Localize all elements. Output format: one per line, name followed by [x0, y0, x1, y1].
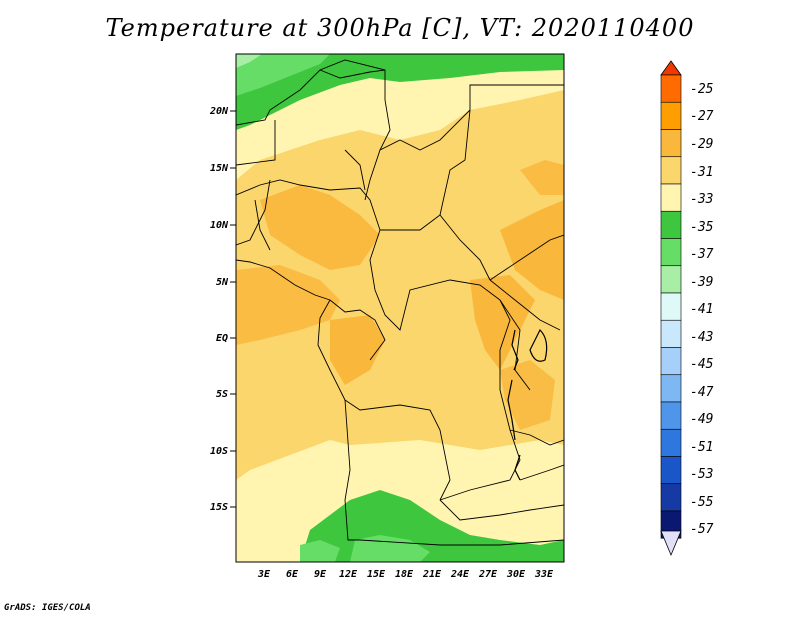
cb-label-41: -41	[690, 302, 713, 317]
cb-label-35: -35	[690, 220, 714, 235]
lon-label-24e: 24E	[450, 569, 470, 580]
cb-label-47: -47	[690, 385, 714, 400]
colorbar-cell	[660, 292, 682, 321]
cb-label-33: -33	[690, 192, 713, 207]
lon-label-9e: 9E	[314, 569, 327, 580]
chart-title: Temperature at 300hPa [C], VT: 202011040…	[105, 14, 695, 42]
colorbar-cell	[660, 265, 682, 294]
cb-label-37: -37	[690, 247, 714, 262]
colorbar-cell	[660, 238, 682, 267]
lon-label-3e: 3E	[257, 569, 271, 580]
cb-label-29: -29	[690, 137, 713, 152]
colorbar-top-arrow	[660, 60, 682, 76]
lat-label-5s: 5S	[216, 389, 228, 400]
colorbar-cell	[660, 401, 682, 430]
map-frame	[235, 53, 565, 563]
zone-light-green-south	[350, 535, 430, 562]
colorbar-cells	[660, 74, 682, 539]
colorbar-cell	[660, 347, 682, 376]
colorbar-bottom-arrow	[660, 530, 682, 557]
cb-label-55: -55	[690, 495, 714, 510]
colorbar-cell	[660, 428, 682, 457]
cb-label-39: -39	[690, 275, 713, 290]
zone-light-green-sw	[300, 540, 340, 562]
cb-label-45: -45	[690, 357, 714, 372]
zone-orange-gabon	[330, 315, 385, 385]
lon-label-30e: 30E	[506, 569, 526, 580]
lakes	[507, 328, 548, 481]
lat-label-15n: 15N	[210, 163, 229, 174]
lat-label-15s: 15S	[210, 502, 228, 513]
lat-label-10s: 10S	[210, 446, 228, 457]
zone-orange-tanzania	[500, 360, 555, 430]
colorbar-cell	[660, 101, 682, 130]
lon-label-12e: 12E	[339, 569, 358, 580]
zone-orange-east	[500, 200, 564, 300]
cb-label-51: -51	[690, 440, 713, 455]
lat-label-5n: 5N	[216, 277, 229, 288]
colorbar-cell	[660, 129, 682, 158]
longitude-axis: 3E 6E 9E 12E 15E 18E 21E 24E 27E 30E 33E	[257, 569, 554, 580]
temperature-field	[236, 54, 564, 562]
colorbar-labels: -25 -27 -29 -31 -33 -35 -37 -39 -41 -43 …	[690, 82, 714, 537]
zone-mid-southwest	[236, 420, 330, 480]
lon-label-21e: 21E	[422, 569, 442, 580]
lon-label-33e: 33E	[534, 569, 554, 580]
zone-orange-gulf	[236, 265, 340, 345]
cb-label-25: -25	[690, 82, 714, 97]
colorbar-cell	[660, 319, 682, 348]
credit-label: GrADS: IGES/COLA	[4, 603, 91, 613]
lat-label-eq: EQ	[216, 333, 228, 344]
colorbar-cell	[660, 74, 682, 103]
colorbar-cell	[660, 456, 682, 485]
cb-label-53: -53	[690, 467, 713, 482]
colorbar-cell	[660, 183, 682, 212]
cb-label-31: -31	[690, 165, 713, 180]
colorbar-cell	[660, 156, 682, 185]
zone-green-north	[236, 54, 564, 130]
colorbar-cell	[660, 483, 682, 512]
lon-label-6e: 6E	[286, 569, 299, 580]
zone-orange-lakes	[470, 275, 535, 370]
lat-label-20n: 20N	[209, 106, 229, 117]
lon-label-15e: 15E	[367, 569, 386, 580]
zone-pale-green-north	[236, 54, 262, 68]
colorbar-cell	[660, 374, 682, 403]
colorbar-cell	[660, 210, 682, 239]
lon-label-18e: 18E	[395, 569, 414, 580]
zone-light-green-north	[236, 54, 330, 96]
country-borders	[236, 59, 564, 546]
lon-label-27e: 27E	[478, 569, 498, 580]
cb-label-27: -27	[690, 109, 714, 124]
zone-orange-nigeria	[260, 185, 380, 270]
latitude-axis: 20N 15N 10N 5N EQ 5S 10S 15S	[209, 106, 236, 513]
lat-label-10n: 10N	[210, 220, 229, 231]
cb-label-49: -49	[690, 412, 713, 427]
cb-label-57: -57	[690, 522, 714, 537]
zone-orange-sudan	[520, 160, 564, 195]
cb-label-43: -43	[690, 330, 713, 345]
colorbar: -25 -27 -29 -31 -33 -35 -37 -39 -41 -43 …	[660, 60, 714, 557]
